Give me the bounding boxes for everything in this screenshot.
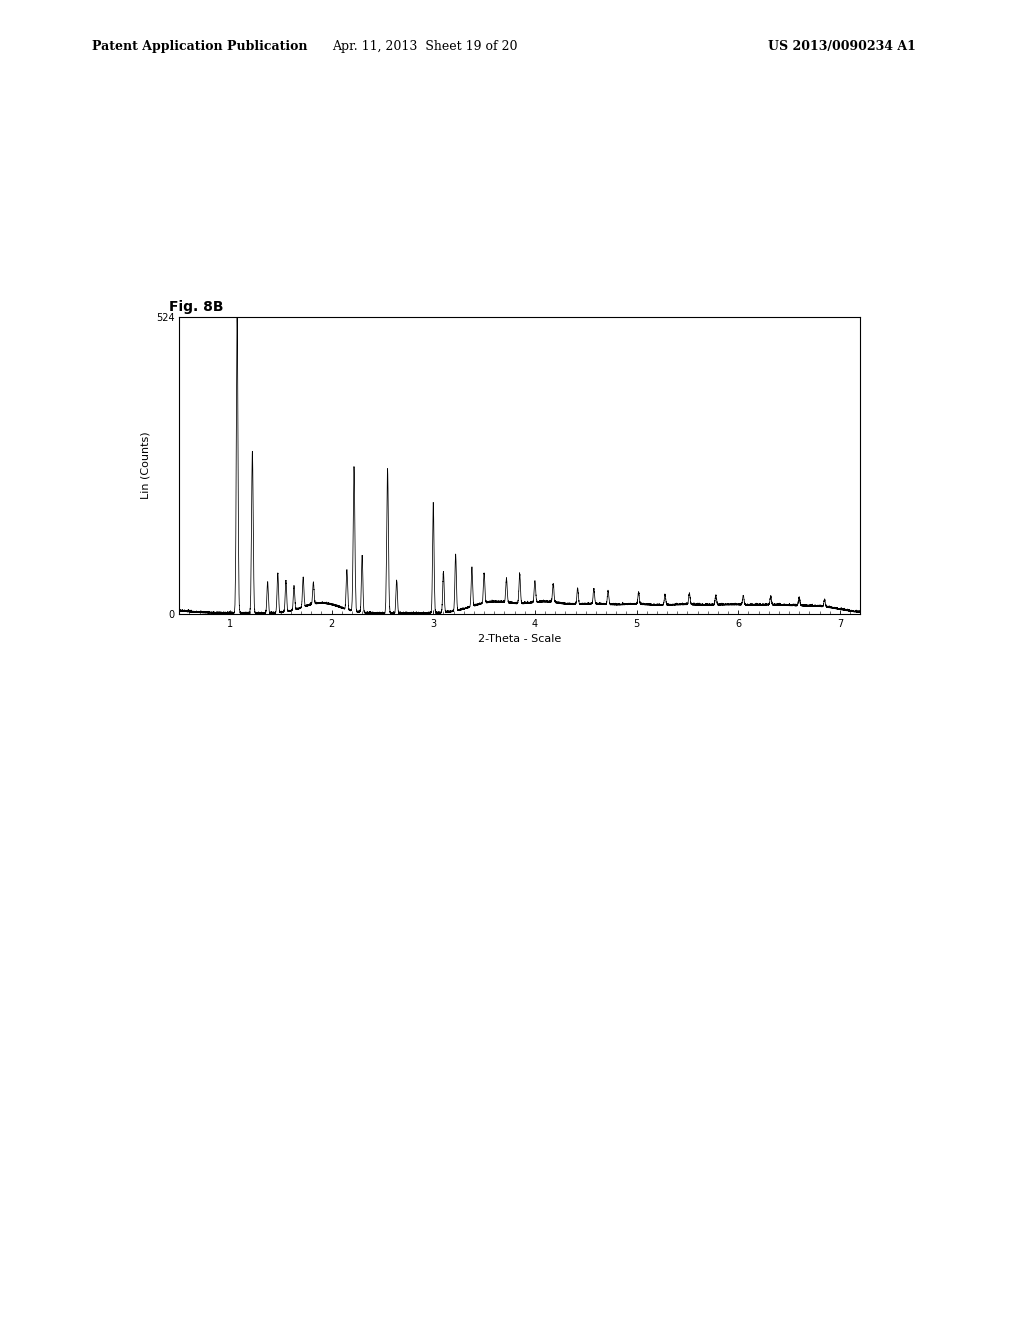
X-axis label: 2-Theta - Scale: 2-Theta - Scale xyxy=(478,634,561,644)
Text: US 2013/0090234 A1: US 2013/0090234 A1 xyxy=(768,40,915,53)
Text: Patent Application Publication: Patent Application Publication xyxy=(92,40,307,53)
Text: Fig. 8B: Fig. 8B xyxy=(169,300,223,314)
Text: Apr. 11, 2013  Sheet 19 of 20: Apr. 11, 2013 Sheet 19 of 20 xyxy=(332,40,518,53)
Y-axis label: Lin (Counts): Lin (Counts) xyxy=(140,432,151,499)
